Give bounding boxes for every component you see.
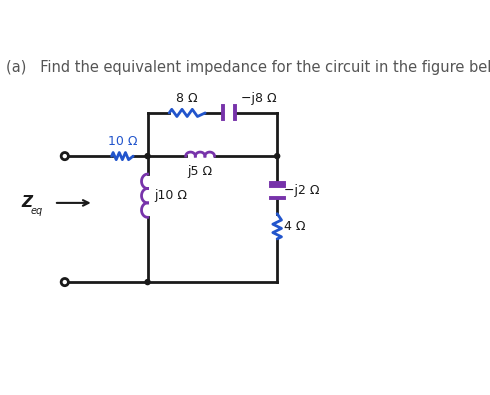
- Text: Z: Z: [22, 196, 33, 211]
- Text: −j2 Ω: −j2 Ω: [284, 184, 320, 197]
- Circle shape: [145, 154, 150, 159]
- Text: 10 Ω: 10 Ω: [108, 135, 137, 148]
- Text: eq: eq: [30, 206, 43, 216]
- Circle shape: [274, 154, 280, 159]
- Text: 8 Ω: 8 Ω: [176, 92, 198, 105]
- Text: j5 Ω: j5 Ω: [188, 166, 213, 179]
- Text: (a)   Find the equivalent impedance for the circuit in the figure below.: (a) Find the equivalent impedance for th…: [6, 60, 490, 75]
- Circle shape: [145, 280, 150, 285]
- Text: 4 Ω: 4 Ω: [284, 220, 306, 233]
- Text: −j8 Ω: −j8 Ω: [241, 92, 277, 105]
- Text: j10 Ω: j10 Ω: [155, 189, 188, 202]
